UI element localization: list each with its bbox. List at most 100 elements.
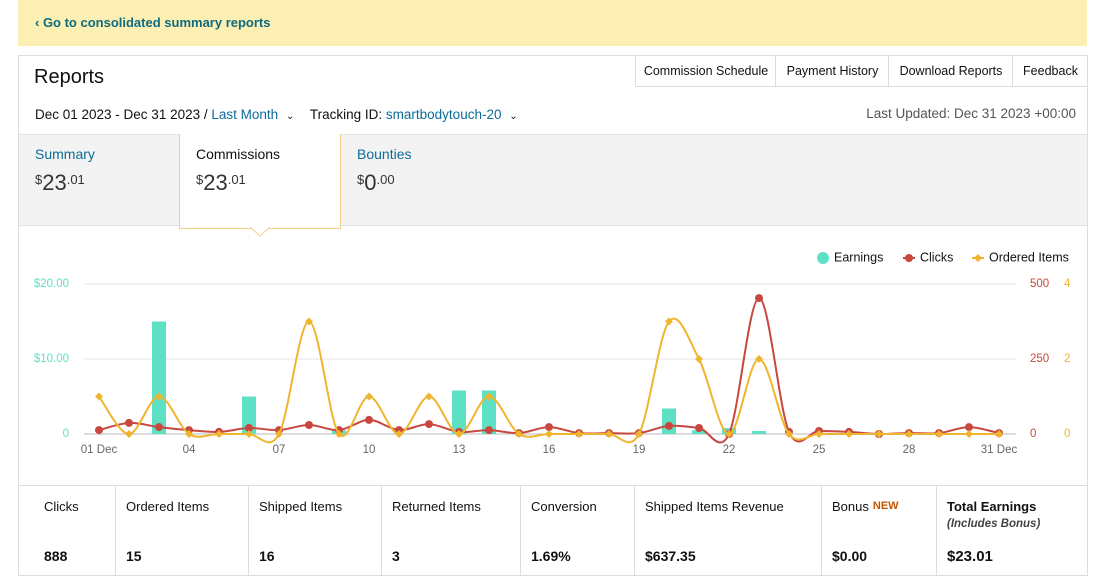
stat-value: $0.00 — [832, 548, 868, 564]
header-button[interactable]: Commission Schedule — [635, 56, 776, 87]
currency: $ — [196, 172, 204, 187]
tab[interactable]: Commissions $23.01 — [196, 146, 280, 196]
tab[interactable]: Summary $23.01 — [35, 146, 95, 196]
tab-amount: $23.01 — [196, 170, 280, 196]
header-button[interactable]: Feedback — [1012, 56, 1088, 87]
header-button[interactable]: Download Reports — [888, 56, 1013, 87]
x-tick-label: 01 Dec — [81, 444, 118, 456]
click-point — [155, 423, 163, 432]
order-point — [755, 355, 763, 363]
click-point — [125, 418, 133, 427]
x-tick-label: 04 — [183, 444, 196, 456]
stat-value: 3 — [392, 548, 400, 564]
stat-cell: Returned Items 3 — [381, 485, 521, 575]
order-point — [515, 430, 523, 438]
stat-inner: Total Earnings (Includes Bonus) $23.01 — [947, 486, 1098, 575]
click-point — [695, 424, 703, 432]
tracking-dropdown[interactable]: smartbodytouch-20 — [385, 107, 502, 122]
click-point — [545, 423, 553, 432]
stat-value: $23.01 — [947, 548, 993, 565]
header-button[interactable]: Payment History — [775, 56, 889, 87]
order-point — [695, 355, 703, 363]
order-point — [455, 430, 463, 438]
order-point — [305, 317, 313, 326]
x-tick-label: 07 — [273, 444, 286, 456]
earnings-bar — [692, 430, 706, 434]
fraction: .01 — [227, 172, 246, 187]
stat-label: Total Earnings (Includes Bonus) — [947, 499, 1040, 534]
order-point — [965, 430, 973, 438]
tab-label: Summary — [35, 146, 95, 162]
order-point — [845, 430, 853, 438]
stat-title: Bonus — [832, 499, 869, 514]
period-dropdown[interactable]: Last Month — [211, 107, 279, 122]
stat-inner: Conversion 1.69% — [531, 486, 645, 575]
page-title: Reports — [34, 66, 105, 88]
last-updated: Last Updated: Dec 31 2023 +00:00 — [866, 106, 1076, 121]
order-point — [875, 430, 883, 438]
earnings-bar — [482, 390, 496, 434]
x-tick-label: 16 — [543, 444, 556, 456]
y-tick-label: $20.00 — [34, 278, 69, 290]
x-tick-label: 13 — [453, 444, 466, 456]
stat-value: 1.69% — [531, 548, 571, 564]
y-tick-label: 2 — [1064, 353, 1070, 365]
order-point — [785, 430, 793, 438]
click-point — [95, 426, 103, 435]
consolidated-link[interactable]: ‹ Go to consolidated summary reports — [35, 15, 271, 30]
stat-inner: Returned Items 3 — [392, 486, 531, 575]
tracking-label: Tracking ID: — [309, 107, 383, 122]
legend-label: Clicks — [920, 250, 953, 264]
stat-inner: Shipped Items Revenue $637.35 — [645, 486, 832, 575]
stat-title: Shipped Items — [259, 499, 343, 514]
stat-inner: Shipped Items 16 — [259, 486, 392, 575]
click-point — [425, 420, 433, 429]
stat-value: 888 — [44, 548, 68, 564]
click-point — [245, 424, 253, 432]
click-point — [755, 294, 763, 303]
whole: 23 — [203, 170, 228, 195]
stat-cell: Ordered Items 15 — [115, 485, 249, 575]
y-tick-label: 250 — [1030, 353, 1049, 365]
legend-label: Earnings — [834, 250, 883, 264]
earnings-bar — [152, 321, 166, 434]
legend-label: Ordered Items — [989, 250, 1069, 264]
filter-row: Dec 01 2023 - Dec 31 2023 / Last Month ⌄… — [35, 107, 518, 122]
banner: ‹ Go to consolidated summary reports — [18, 0, 1087, 46]
order-point — [725, 430, 733, 438]
currency: $ — [357, 172, 365, 187]
stat-title: Returned Items — [392, 499, 481, 514]
order-point — [485, 392, 493, 401]
stat-value: $637.35 — [645, 548, 696, 564]
stat-label: Clicks — [44, 499, 79, 514]
date-range: Dec 01 2023 - Dec 31 2023 / — [35, 107, 208, 122]
stat-label: Ordered Items — [126, 499, 209, 514]
y-tick-label: 0 — [1030, 428, 1036, 440]
x-tick-label: 31 Dec — [981, 444, 1018, 456]
x-tick-label: 25 — [813, 444, 826, 456]
order-point — [215, 430, 223, 438]
whole: 0 — [364, 170, 377, 195]
stat-title: Ordered Items — [126, 499, 210, 514]
click-point — [305, 421, 313, 429]
new-badge: NEW — [872, 500, 899, 512]
tab-amount: $23.01 — [35, 170, 95, 196]
click-point — [365, 415, 373, 424]
reports-panel — [18, 55, 1088, 576]
stat-label: Returned Items — [392, 499, 481, 514]
order-point — [665, 317, 673, 326]
order-point — [185, 430, 193, 438]
tab-label: Bounties — [357, 146, 412, 162]
order-point — [335, 430, 343, 438]
order-point — [545, 430, 553, 438]
fraction: .00 — [376, 172, 395, 187]
stat-cell: Bonus NEW $0.00 — [821, 485, 937, 575]
stat-cell: Shipped Items 16 — [248, 485, 382, 575]
order-point — [575, 430, 583, 438]
stat-label: Shipped Items Revenue — [645, 499, 784, 514]
tab[interactable]: Bounties $0.00 — [357, 146, 411, 196]
order-point — [635, 430, 643, 438]
chevron: ⌄ — [285, 111, 295, 122]
stat-inner: Ordered Items 15 — [126, 486, 259, 575]
